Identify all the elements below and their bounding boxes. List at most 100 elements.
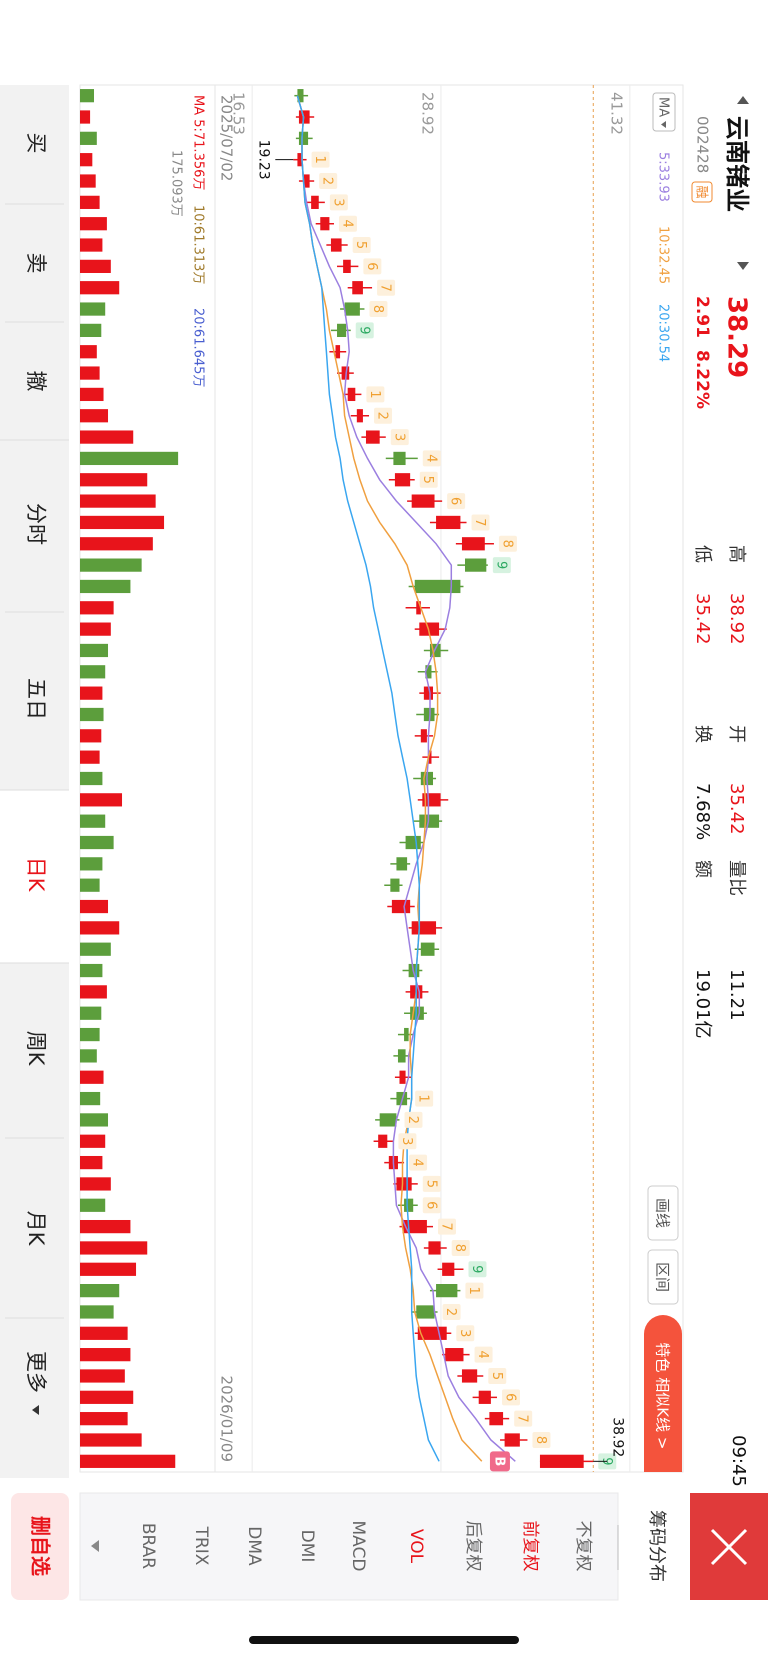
- candle-body: [390, 878, 400, 892]
- volume-bar: [80, 1390, 134, 1404]
- volume-bar: [79, 302, 106, 316]
- td-count: 9: [356, 326, 371, 334]
- nav-tab[interactable]: 更多: [24, 1351, 48, 1393]
- volume-bar: [80, 622, 111, 636]
- nav-tab[interactable]: 分时: [24, 503, 48, 545]
- candle-body: [411, 494, 435, 508]
- more-arrow[interactable]: [32, 1405, 39, 1415]
- prev-arrow[interactable]: [737, 96, 749, 104]
- volume-bar: [79, 601, 114, 615]
- candle-body: [356, 409, 363, 423]
- nav-tab[interactable]: 撤: [24, 371, 48, 392]
- td-badge: [514, 1410, 533, 1427]
- nav-tab[interactable]: 五日: [24, 678, 48, 720]
- volume-bar: [80, 537, 153, 551]
- y-tick-label: 41.32: [607, 92, 625, 135]
- indicator-option[interactable]: TRIX: [191, 1526, 211, 1566]
- tool-label[interactable]: 区间: [654, 1262, 672, 1292]
- indicator-option[interactable]: 后复权: [463, 1521, 483, 1572]
- ma-selector-label[interactable]: MA: [656, 97, 671, 117]
- candle-body: [489, 1412, 504, 1426]
- indicator-option[interactable]: DMI: [297, 1530, 317, 1563]
- nav-tab[interactable]: 日K: [24, 857, 48, 893]
- nav-group: [0, 85, 69, 440]
- tool-button[interactable]: [647, 1185, 679, 1241]
- td-badge: [398, 1133, 417, 1150]
- td-badge: [501, 1389, 520, 1406]
- volume-bar: [79, 579, 131, 594]
- td-count: 6: [502, 1393, 517, 1401]
- td-badge: [311, 151, 330, 168]
- volume-bar: [80, 131, 97, 145]
- td-count: 2: [375, 412, 390, 420]
- tool-label[interactable]: 画线: [654, 1198, 672, 1228]
- nav-tab[interactable]: 卖: [24, 253, 48, 274]
- candle-body: [464, 558, 487, 572]
- next-arrow[interactable]: [737, 262, 749, 270]
- candle-body: [442, 1262, 455, 1276]
- candle-body: [343, 259, 351, 273]
- td-badge: [415, 1090, 434, 1107]
- nav-tab[interactable]: 周K: [24, 1031, 48, 1067]
- more-indicators-icon[interactable]: [91, 1540, 99, 1552]
- stat-value: 38.92: [726, 593, 747, 645]
- stat-value: 7.68%: [692, 783, 713, 840]
- stat-value: 35.42: [726, 783, 747, 835]
- price-change-pct: 8.22%: [692, 350, 712, 409]
- td-badge: [390, 429, 409, 446]
- feature-label[interactable]: 特色 相似K线 >: [654, 1343, 672, 1450]
- signal-badge: [489, 1451, 510, 1472]
- volume-bar: [79, 174, 96, 188]
- volume-bar: [79, 985, 107, 999]
- td-count: 5: [423, 1180, 438, 1188]
- volume-bar: [80, 1070, 104, 1084]
- candle-body: [347, 387, 356, 402]
- candle-body: [394, 473, 411, 487]
- td-badge: [498, 535, 517, 552]
- td-count: 1: [416, 1094, 431, 1102]
- tool-button[interactable]: [647, 1249, 679, 1305]
- indicator-option[interactable]: MACD: [348, 1521, 368, 1572]
- volume-bar: [79, 195, 100, 209]
- feature-button[interactable]: [644, 1315, 682, 1472]
- volume-bar: [79, 89, 95, 103]
- candle-body: [335, 345, 341, 359]
- td-count: 8: [499, 540, 514, 548]
- candle-body: [399, 1070, 406, 1084]
- ma-selector-arrow[interactable]: [661, 121, 666, 128]
- candle-body: [404, 1027, 409, 1042]
- indicator-option[interactable]: 前复权: [520, 1521, 540, 1572]
- volume-bar: [79, 1348, 131, 1362]
- volume-bar: [79, 1369, 125, 1383]
- delete-watch-button[interactable]: [11, 1493, 69, 1600]
- candle-body: [396, 857, 408, 871]
- nav-tab[interactable]: 月K: [24, 1211, 48, 1247]
- td-count: 5: [489, 1372, 504, 1380]
- volume-bar: [80, 558, 142, 572]
- volume-bar: [79, 1027, 100, 1042]
- indicator-option[interactable]: DMA: [244, 1526, 264, 1566]
- td-badge: [456, 1325, 475, 1342]
- candle-body: [311, 195, 319, 209]
- delete-watch-label[interactable]: 删自选: [29, 1516, 53, 1576]
- nav-tab[interactable]: 买: [24, 133, 48, 154]
- td-count: 1: [367, 390, 382, 398]
- stat-value: 11.21: [726, 969, 747, 1021]
- indicator-option[interactable]: BRAR: [138, 1523, 158, 1569]
- ma-legend: 20:30.54: [656, 304, 671, 362]
- ma-selector[interactable]: [652, 92, 676, 132]
- td-badge: [468, 1261, 487, 1278]
- stat-value: 35.42: [692, 593, 713, 645]
- close-icon: [710, 1528, 748, 1566]
- td-badge: [369, 301, 388, 318]
- candle-body: [298, 110, 310, 124]
- volume-bar: [80, 686, 103, 700]
- stat-label: 高: [726, 545, 747, 563]
- td-badge: [377, 279, 396, 296]
- indicator-option[interactable]: VOL: [406, 1529, 426, 1564]
- volume-bar: [79, 217, 107, 231]
- side-title[interactable]: 筹码分布: [646, 1510, 667, 1582]
- indicator-option[interactable]: 不复权: [573, 1521, 593, 1572]
